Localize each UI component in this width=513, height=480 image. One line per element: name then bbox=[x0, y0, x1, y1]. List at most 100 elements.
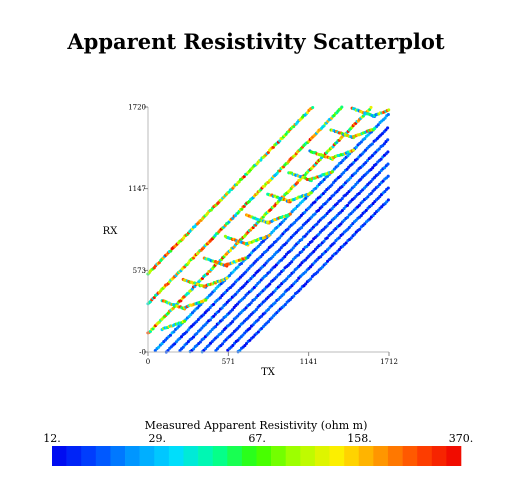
data-point-740 bbox=[248, 326, 252, 330]
data-point-414 bbox=[220, 318, 224, 322]
data-point-1348 bbox=[278, 139, 282, 143]
data-point-161 bbox=[201, 313, 206, 317]
data-point-33 bbox=[209, 292, 213, 296]
data-point-1089 bbox=[369, 105, 373, 109]
data-point-512 bbox=[386, 150, 390, 154]
data-point-35 bbox=[212, 289, 216, 293]
data-point-875 bbox=[324, 261, 328, 266]
data-point-1194 bbox=[278, 169, 282, 173]
data-point-394 bbox=[386, 138, 390, 142]
colorbar-swatch-0 bbox=[52, 446, 67, 466]
x-tick-label-2: 1141 bbox=[300, 358, 318, 366]
data-point-674 bbox=[298, 263, 302, 267]
colorbar-swatch-17 bbox=[300, 446, 316, 466]
data-point-572 bbox=[300, 249, 304, 254]
data-point-296 bbox=[220, 306, 224, 310]
data-point-442 bbox=[268, 270, 272, 274]
data-point-851 bbox=[283, 302, 287, 307]
data-point-1374 bbox=[311, 105, 315, 110]
data-point-237 bbox=[330, 183, 334, 187]
data-point-372 bbox=[349, 176, 353, 180]
data-point-463 bbox=[303, 234, 307, 238]
x-axis-ticks: 0 571 1141 1712 bbox=[146, 352, 398, 366]
data-point-618 bbox=[378, 171, 382, 175]
data-point-375 bbox=[354, 171, 358, 175]
colorbar-swatch-8 bbox=[168, 446, 184, 466]
data-point-623 bbox=[386, 162, 390, 166]
colorbar-swatch-26 bbox=[431, 446, 447, 466]
data-point-1407 bbox=[183, 319, 187, 323]
colorbar-swatch-3 bbox=[95, 446, 111, 466]
x-tick-label-1: 571 bbox=[222, 358, 235, 366]
data-point-863 bbox=[304, 282, 308, 286]
data-point-420 bbox=[230, 308, 235, 312]
colorbar-swatch-23 bbox=[387, 446, 403, 466]
data-point-576 bbox=[307, 243, 311, 247]
data-point-587 bbox=[325, 224, 329, 228]
data-point-693 bbox=[330, 230, 334, 234]
data-point-492 bbox=[352, 184, 356, 189]
data-point-809 bbox=[364, 208, 368, 212]
chart-title: Apparent Resistivity Scatterplot bbox=[66, 29, 445, 54]
data-point-793 bbox=[337, 236, 341, 240]
data-point-397 bbox=[192, 347, 196, 351]
data-point-440 bbox=[264, 273, 268, 277]
data-point-841 bbox=[266, 320, 271, 324]
data-point-835 bbox=[256, 330, 260, 334]
data-point-482 bbox=[335, 201, 339, 206]
data-point-670 bbox=[292, 270, 296, 274]
colorbar-swatch-18 bbox=[314, 446, 330, 466]
data-point-1713 bbox=[373, 127, 377, 131]
data-point-887 bbox=[344, 241, 348, 245]
data-point-470 bbox=[315, 222, 319, 226]
data-point-148 bbox=[179, 335, 184, 339]
colorbar-swatch-5 bbox=[125, 446, 140, 466]
data-point-787 bbox=[327, 246, 331, 250]
data-point-1441 bbox=[204, 298, 208, 302]
data-point-1262 bbox=[169, 249, 173, 253]
data-point-1611 bbox=[309, 191, 313, 195]
data-point-578 bbox=[310, 239, 314, 243]
data-point-244 bbox=[342, 170, 346, 175]
data-point-912 bbox=[386, 198, 390, 202]
data-point-456 bbox=[291, 246, 295, 250]
colorbar-swatch-7 bbox=[154, 446, 170, 466]
data-point-860 bbox=[299, 287, 303, 291]
colorbar-tick-labels: 12. 29. 67. 158. 370. bbox=[43, 432, 473, 445]
data-point-427 bbox=[242, 295, 246, 300]
data-point-542 bbox=[249, 301, 253, 305]
data-point-108 bbox=[336, 164, 340, 168]
data-point-1509 bbox=[246, 255, 250, 260]
colorbar-swatch-16 bbox=[285, 446, 301, 466]
data-point-960 bbox=[205, 272, 210, 276]
data-point-1679 bbox=[351, 148, 356, 152]
colorbar-title: Measured Apparent Resistivity (ohm m) bbox=[145, 419, 368, 432]
data-point-136 bbox=[383, 116, 387, 120]
data-point-1475 bbox=[225, 276, 229, 280]
data-point-291 bbox=[212, 314, 216, 318]
data-point-597 bbox=[342, 206, 346, 211]
data-point-152 bbox=[186, 328, 190, 332]
data-point-730 bbox=[231, 343, 235, 347]
y-axis-ticks: -0 573 1147 1720 bbox=[128, 104, 148, 357]
data-point-294 bbox=[217, 309, 221, 313]
colorbar-swatch-27 bbox=[446, 446, 462, 466]
colorbar-swatch-25 bbox=[417, 446, 433, 466]
data-point-392 bbox=[382, 142, 386, 146]
colorbar-swatch-6 bbox=[139, 446, 155, 466]
data-point-279 bbox=[191, 335, 196, 339]
data-point-2 bbox=[157, 345, 161, 349]
data-point-62 bbox=[258, 242, 262, 247]
data-point-89 bbox=[304, 196, 308, 200]
data-point-281 bbox=[195, 331, 199, 336]
data-point-362 bbox=[332, 193, 336, 197]
colorbar-swatch-24 bbox=[402, 446, 418, 466]
data-point-11 bbox=[172, 330, 176, 334]
data-point-227 bbox=[313, 200, 317, 204]
data-point-539 bbox=[244, 306, 248, 310]
data-point-132 bbox=[376, 123, 380, 127]
data-point-638 bbox=[237, 324, 242, 328]
data-point-122 bbox=[359, 140, 363, 144]
data-point-1543 bbox=[267, 234, 271, 238]
